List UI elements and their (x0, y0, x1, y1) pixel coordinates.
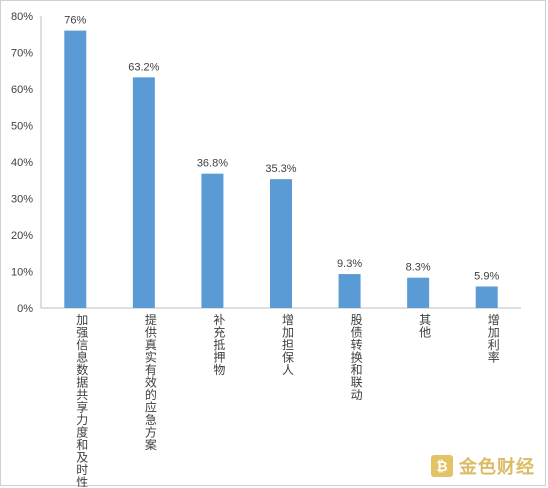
data-label: 63.2% (128, 61, 159, 73)
x-category-label: 加强信息数据共享力度和及时性 (76, 313, 88, 487)
y-tick-label: 10% (11, 267, 33, 279)
data-label: 8.3% (406, 262, 431, 274)
bar (64, 30, 87, 308)
bar (338, 274, 361, 308)
y-tick-label: 80% (11, 11, 33, 23)
y-tick-label: 30% (11, 194, 33, 206)
data-label: 9.3% (337, 258, 362, 270)
y-tick-label: 50% (11, 121, 33, 133)
y-tick-label: 40% (11, 157, 33, 169)
y-tick-label: 20% (11, 230, 33, 242)
x-category-label: 提供真实有效的应急方案 (145, 312, 157, 452)
data-label: 36.8% (197, 158, 228, 170)
bar (270, 179, 292, 308)
bar (475, 286, 498, 308)
watermark-text: 金色财经 (459, 457, 535, 478)
data-label: 35.3% (265, 163, 296, 175)
watermark-logo-icon: ₿ (431, 455, 453, 477)
data-label: 76% (64, 15, 86, 27)
bar (407, 277, 430, 308)
x-category-label: 增加利率 (488, 313, 500, 365)
x-category-label: 股债转换和联动 (351, 313, 363, 402)
y-tick-label: 70% (11, 48, 33, 60)
watermark: ₿ 金色财经 (431, 453, 535, 479)
x-category-label: 增加担保人 (282, 313, 294, 377)
bar (132, 77, 155, 308)
y-tick-label: 60% (11, 84, 33, 96)
x-category-label: 其他 (419, 313, 431, 340)
y-tick-label: 0% (17, 303, 33, 315)
x-category-label: 补充抵押物 (213, 313, 225, 377)
bar (201, 173, 224, 308)
data-label: 5.9% (474, 270, 499, 282)
